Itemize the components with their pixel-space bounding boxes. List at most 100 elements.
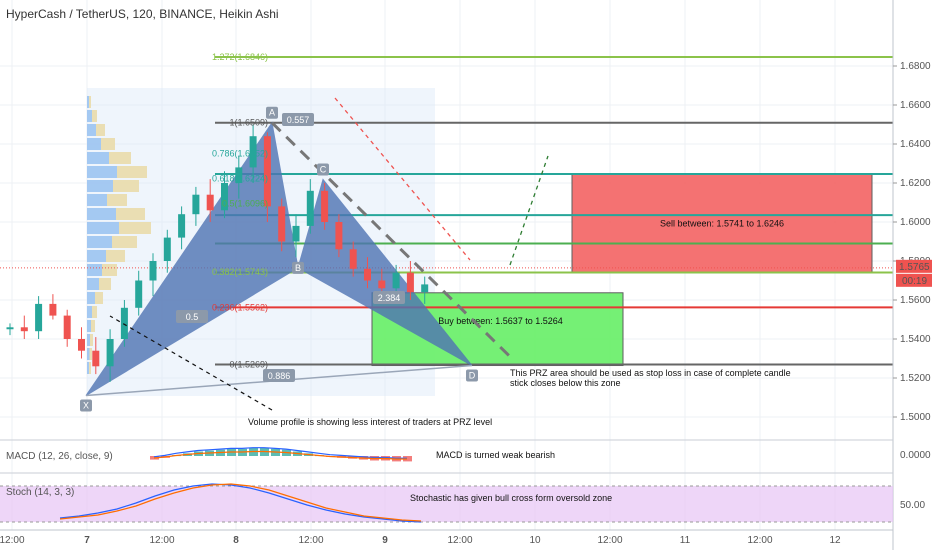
prz-note-line1: This PRZ area should be used as stop los… [510, 368, 791, 378]
pattern-point-box [466, 369, 478, 382]
volume-bar-down [95, 292, 103, 304]
time-tick-label: 12:00 [447, 535, 472, 546]
candle-body [6, 327, 14, 330]
volume-bar-down [92, 110, 97, 122]
time-tick-label: 8 [233, 535, 239, 546]
candle-body [392, 272, 400, 289]
candle-body [321, 190, 329, 222]
ratio-box [263, 369, 295, 382]
volume-bar-down [92, 306, 97, 318]
time-tick-label: 9 [382, 535, 388, 546]
volume-bar-up [87, 208, 116, 220]
pattern-point-box [80, 399, 92, 412]
candle-body [106, 339, 114, 367]
stoch-tick: 50.00 [900, 500, 925, 511]
volume-bar-down [113, 180, 139, 192]
time-tick-label: 7 [84, 535, 90, 546]
macd-line [153, 447, 407, 459]
candle-body [163, 237, 171, 261]
time-tick-label: 11 [680, 535, 691, 546]
time-tick-label: 12 [829, 535, 841, 546]
projection-arrow-green [509, 155, 549, 266]
prz-note-line2: stick closes below this zone [510, 378, 621, 388]
candle-body [249, 136, 257, 168]
pattern-point: D [466, 369, 478, 382]
stoch-annotation: Stochastic has given bull cross form ove… [410, 493, 612, 503]
volume-bar-up [87, 362, 89, 374]
volume-profile [87, 96, 151, 374]
ratio-label: 2.384 [373, 291, 405, 304]
pattern-point: X [80, 399, 92, 412]
last-price-label: 1.5765 [899, 262, 930, 273]
fib-label: 0.618(1.6224) [212, 173, 268, 183]
volume-bar-down [102, 264, 117, 276]
volume-bar-down [109, 152, 131, 164]
time-tick-label: 12:00 [597, 535, 622, 546]
pattern-point-box [266, 106, 278, 119]
candle-body [135, 280, 143, 308]
ratio-box [373, 291, 405, 304]
macd-annotation: MACD is turned weak bearish [436, 450, 555, 460]
volume-bar-down [96, 124, 105, 136]
time-tick-label: 12:00 [0, 535, 25, 546]
candle-body [149, 261, 157, 281]
volume-bar-up [87, 320, 91, 332]
candle-body [335, 222, 343, 250]
volume-bar-up [87, 292, 95, 304]
volume-bar-down [112, 236, 137, 248]
price-tick-label: 1.5400 [900, 334, 931, 345]
volume-bar-up [87, 222, 119, 234]
candle-body [235, 167, 243, 183]
candle-body [120, 307, 128, 339]
time-tick-label: 10 [529, 535, 541, 546]
price-axis[interactable]: 1.68001.66001.64001.62001.60001.58001.56… [893, 61, 932, 423]
countdown-box [896, 273, 932, 287]
volume-bar-up [87, 180, 113, 192]
candle-body [35, 303, 43, 332]
candle-body [364, 268, 371, 281]
pattern-point: A [266, 106, 278, 119]
stoch-title: Stoch (14, 3, 3) [6, 487, 74, 498]
ratio-label: 0.557 [282, 113, 314, 126]
ratio-text: 2.384 [378, 293, 401, 303]
candle-body [263, 136, 271, 207]
fib-label: 0(1.5269) [229, 360, 268, 370]
fib-label: 0.5(1.6096) [222, 198, 268, 208]
candle-body [306, 190, 314, 226]
stoch-line [59, 483, 422, 523]
volume-bar-down [106, 250, 125, 262]
ratio-label: 0.886 [263, 369, 295, 382]
pattern-point-box [292, 261, 304, 274]
price-tick-label: 1.5200 [900, 373, 931, 384]
macd-tick: 0.0000 [900, 450, 931, 461]
candle-body [378, 280, 386, 289]
ratio-label: 0.5 [176, 310, 208, 323]
volume-bar-down [89, 362, 91, 374]
volume-bar-up [87, 278, 99, 290]
fib-label: 0.382(1.5743) [212, 267, 268, 277]
price-tick-label: 1.6600 [900, 100, 931, 111]
ratio-box [176, 310, 208, 323]
macd-pane [150, 447, 412, 462]
buy-zone-label: Buy between: 1.5637 to 1.5264 [438, 316, 563, 326]
time-axis[interactable]: 12:00 7 12:00 8 12:00 9 12:00 10 12:00 11 12:00 12 [0, 535, 841, 546]
volume-bar-down [116, 208, 145, 220]
ratio-text: 0.5 [186, 312, 199, 322]
pattern-point-label: A [269, 108, 275, 118]
projection-arrow-red [334, 97, 471, 261]
price-tick-label: 1.6000 [900, 217, 931, 228]
ratio-text: 0.557 [287, 115, 310, 125]
candle-body [49, 303, 57, 316]
price-tick-label: 1.6800 [900, 61, 931, 72]
price-tick-label: 1.6400 [900, 139, 931, 150]
volume-bar-down [89, 348, 92, 360]
price-tick-label: 1.5000 [900, 412, 931, 423]
volume-bar-down [101, 138, 115, 150]
pattern-point-box [317, 163, 329, 176]
price-tick-label: 1.5600 [900, 295, 931, 306]
fib-label: 1(1.6509) [229, 118, 268, 128]
volume-bar-up [87, 348, 90, 360]
volume-note: Volume profile is showing less interest … [248, 417, 492, 427]
candle-body [192, 194, 200, 215]
